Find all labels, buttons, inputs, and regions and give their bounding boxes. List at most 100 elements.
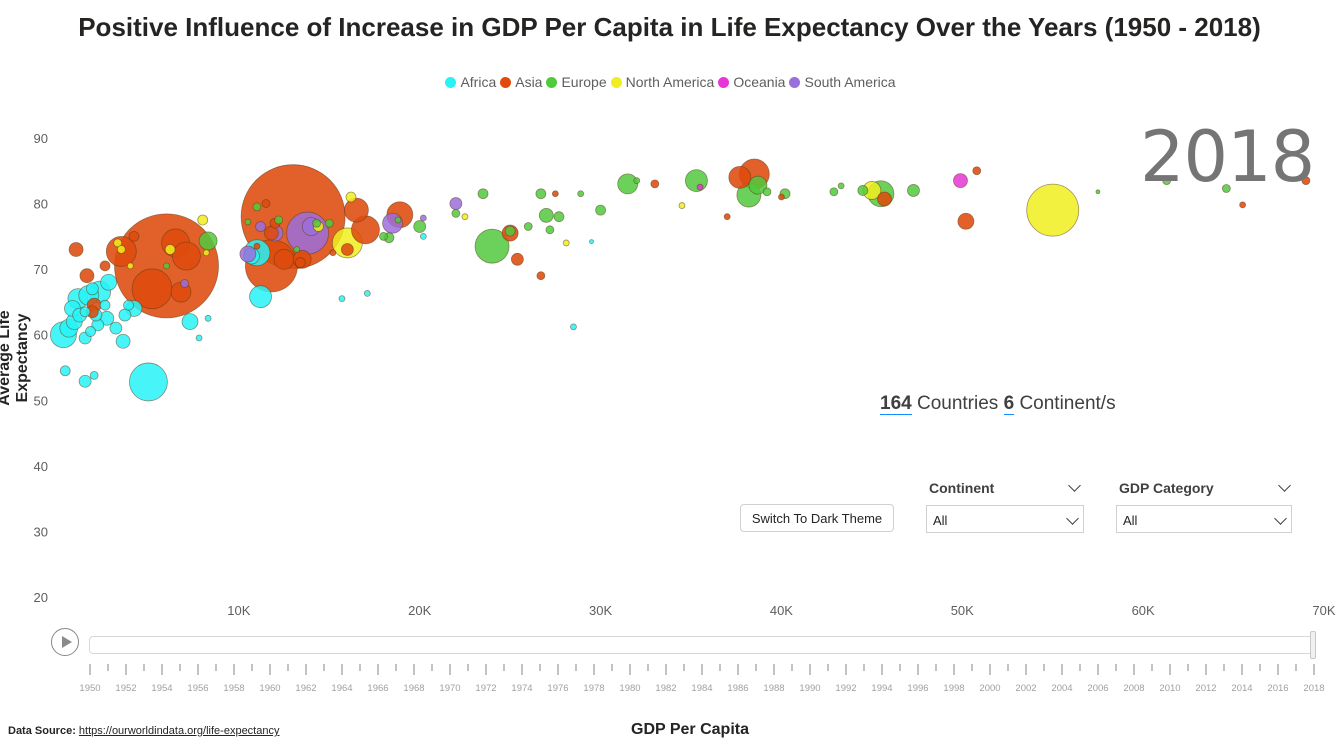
data-point[interactable] xyxy=(748,175,768,195)
data-point[interactable] xyxy=(252,202,262,212)
data-point[interactable] xyxy=(261,199,271,208)
data-point[interactable] xyxy=(164,244,176,255)
switch-theme-button[interactable]: Switch To Dark Theme xyxy=(740,504,894,532)
play-axis-handle[interactable] xyxy=(1310,631,1316,659)
data-point[interactable] xyxy=(338,295,346,303)
data-point[interactable] xyxy=(685,169,708,193)
data-point[interactable] xyxy=(324,218,334,228)
data-point[interactable] xyxy=(109,321,123,335)
data-point[interactable] xyxy=(340,243,354,256)
data-point[interactable] xyxy=(344,197,369,223)
legend-item[interactable]: Europe xyxy=(544,74,607,90)
data-point[interactable] xyxy=(273,248,295,270)
legend-item[interactable]: North America xyxy=(609,74,714,90)
data-point[interactable] xyxy=(577,190,585,198)
data-point[interactable] xyxy=(510,252,524,266)
data-point[interactable] xyxy=(85,282,99,296)
data-point[interactable] xyxy=(678,202,686,209)
data-point[interactable] xyxy=(523,222,533,231)
data-point[interactable] xyxy=(1026,183,1080,237)
data-point[interactable] xyxy=(172,241,201,271)
data-point[interactable] xyxy=(837,182,845,190)
data-point[interactable] xyxy=(461,213,469,221)
data-point[interactable] xyxy=(126,262,134,270)
data-point[interactable] xyxy=(113,238,123,248)
data-point[interactable] xyxy=(195,334,203,342)
data-point[interactable] xyxy=(100,273,118,291)
data-point[interactable] xyxy=(255,221,266,232)
data-point[interactable] xyxy=(857,185,869,196)
data-point[interactable] xyxy=(202,249,210,257)
legend-item[interactable]: Asia xyxy=(498,74,542,90)
data-point[interactable] xyxy=(394,216,402,224)
play-axis-slider[interactable] xyxy=(89,636,1314,654)
data-point[interactable] xyxy=(723,213,731,221)
data-point[interactable] xyxy=(595,204,606,216)
data-point[interactable] xyxy=(118,308,132,322)
data-point[interactable] xyxy=(274,215,284,225)
data-point[interactable] xyxy=(957,212,975,230)
data-point[interactable] xyxy=(829,187,839,197)
data-point[interactable] xyxy=(617,173,639,195)
data-point[interactable] xyxy=(1095,189,1101,195)
data-point[interactable] xyxy=(589,239,594,245)
data-point[interactable] xyxy=(1162,176,1172,186)
data-point[interactable] xyxy=(163,262,170,270)
data-source-link[interactable]: https://ourworldindata.org/life-expectan… xyxy=(78,725,280,737)
data-point[interactable] xyxy=(1221,184,1231,193)
data-point[interactable] xyxy=(59,365,71,377)
data-point[interactable] xyxy=(253,242,261,250)
data-point[interactable] xyxy=(419,214,427,222)
data-point[interactable] xyxy=(345,191,357,203)
data-point[interactable] xyxy=(953,173,968,189)
data-point[interactable] xyxy=(1301,176,1311,186)
play-button[interactable] xyxy=(51,628,79,656)
data-point[interactable] xyxy=(762,187,772,197)
data-point[interactable] xyxy=(129,362,168,402)
data-point[interactable] xyxy=(99,260,111,272)
data-point[interactable] xyxy=(449,197,463,210)
data-point[interactable] xyxy=(99,299,111,311)
data-point[interactable] xyxy=(363,290,371,297)
data-point[interactable] xyxy=(553,211,565,223)
data-point[interactable] xyxy=(293,246,301,253)
gdp-category-select[interactable]: All xyxy=(1116,505,1292,533)
data-point[interactable] xyxy=(116,245,126,254)
continent-select[interactable]: All xyxy=(926,505,1084,533)
data-point[interactable] xyxy=(728,165,752,189)
data-point[interactable] xyxy=(551,190,559,198)
legend-item[interactable]: Oceania xyxy=(716,74,785,90)
data-point[interactable] xyxy=(379,231,388,241)
data-point[interactable] xyxy=(128,230,140,242)
data-point[interactable] xyxy=(68,242,84,257)
data-point[interactable] xyxy=(312,218,322,228)
data-point[interactable] xyxy=(536,271,546,281)
data-point[interactable] xyxy=(79,268,95,284)
data-point[interactable] xyxy=(78,374,92,388)
data-point[interactable] xyxy=(419,232,427,240)
legend-item[interactable]: South America xyxy=(787,74,896,90)
data-point[interactable] xyxy=(79,306,91,318)
data-point[interactable] xyxy=(451,209,461,218)
data-point[interactable] xyxy=(570,323,577,331)
data-point[interactable] xyxy=(535,188,547,200)
data-point[interactable] xyxy=(778,193,785,201)
data-point[interactable] xyxy=(244,218,252,226)
data-point[interactable] xyxy=(907,184,920,197)
data-point[interactable] xyxy=(294,257,306,268)
data-point[interactable] xyxy=(197,214,209,226)
data-point[interactable] xyxy=(204,314,212,322)
data-point[interactable] xyxy=(562,239,570,247)
data-point[interactable] xyxy=(650,179,660,189)
data-point[interactable] xyxy=(239,245,257,263)
data-point[interactable] xyxy=(249,285,272,309)
data-point[interactable] xyxy=(1239,201,1247,209)
data-point[interactable] xyxy=(85,326,96,337)
data-point[interactable] xyxy=(329,249,337,257)
data-point[interactable] xyxy=(181,313,199,331)
data-point[interactable] xyxy=(477,188,489,200)
data-point[interactable] xyxy=(696,183,704,191)
data-point[interactable] xyxy=(198,231,218,251)
data-point[interactable] xyxy=(545,225,555,235)
data-point[interactable] xyxy=(633,177,641,185)
